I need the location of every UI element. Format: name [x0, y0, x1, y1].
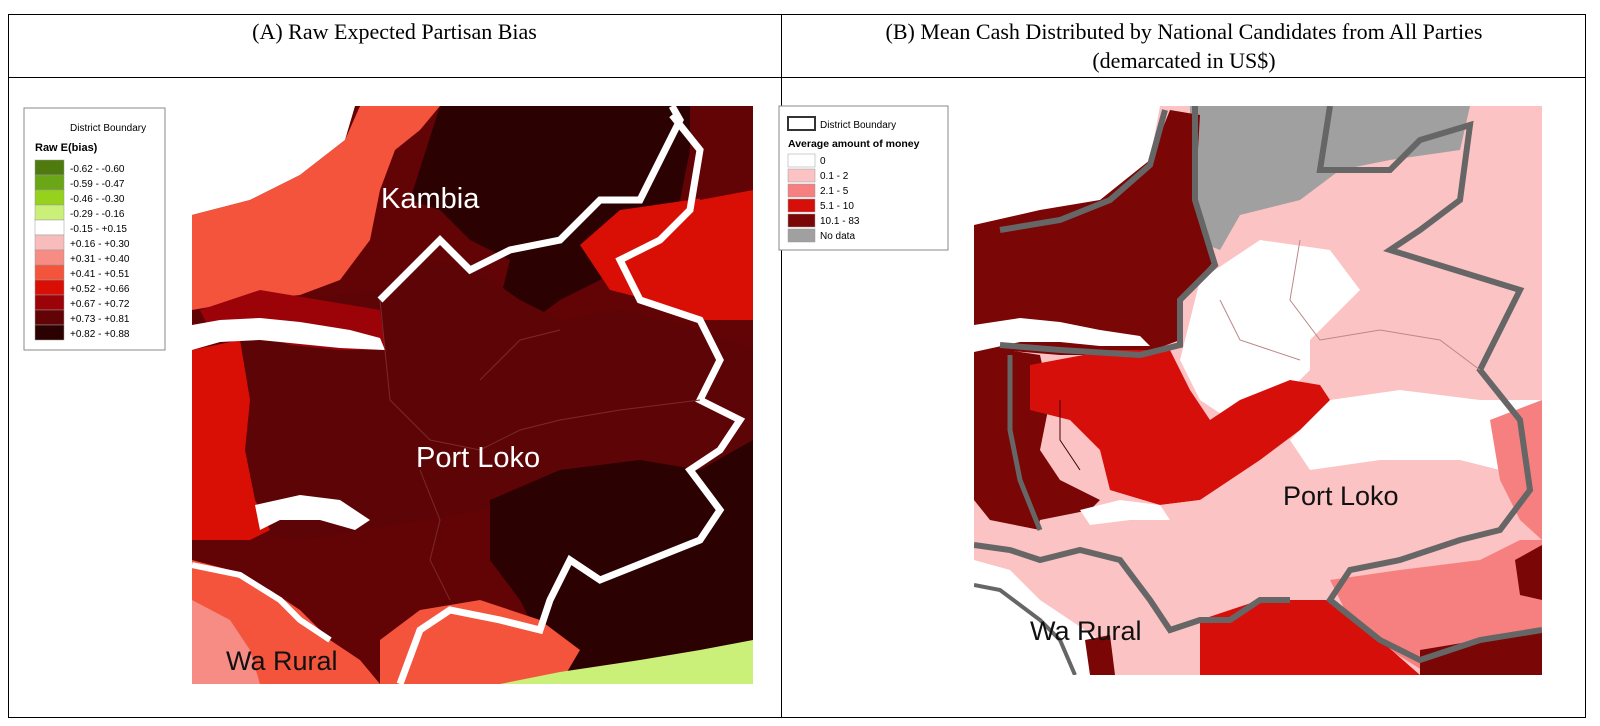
- region-b-east-salmon: [1490, 400, 1542, 540]
- internal-b-3: [1059, 400, 1081, 471]
- internal-boundary-1: [379, 299, 701, 451]
- region-b-wa-rural: [974, 560, 1110, 675]
- region-b-south-pink: [1030, 460, 1520, 630]
- region-north-darkest: [410, 106, 700, 330]
- region-b-east-dark: [1515, 545, 1542, 600]
- region-south-east: [490, 440, 753, 684]
- label-kambia: Kambia: [381, 183, 480, 215]
- district-boundary-east: [396, 112, 746, 684]
- region-b-white-east: [1290, 390, 1542, 470]
- boundary-b-south: [974, 542, 1290, 634]
- legend-a-boundary-label: District Boundary: [70, 123, 146, 134]
- internal-boundary-2: [479, 329, 561, 381]
- legend-b-boundary-label: District Boundary: [820, 120, 896, 131]
- panel-a-title: (A) Raw Expected Partisan Bias: [252, 19, 537, 44]
- legend-b-swatch-4: [787, 213, 816, 228]
- region-b-coast-dark: [974, 345, 1100, 530]
- legend-b-label-4: 10.1 - 83: [820, 216, 860, 227]
- legend-b-boundary-swatch: [787, 116, 816, 131]
- legend-b: District Boundary Average amount of mone…: [778, 105, 949, 251]
- river-estuary: [192, 318, 385, 350]
- internal-boundary-3: [419, 469, 451, 601]
- region-b-bottom-red: [1200, 600, 1420, 675]
- legend-a-label-10: +0.73 - +0.81: [70, 314, 130, 325]
- legend-a-label-5: +0.16 - +0.30: [70, 239, 130, 250]
- title-divider: [8, 77, 1586, 78]
- river-b-south: [1080, 500, 1170, 525]
- region-south-green: [500, 640, 753, 684]
- internal-b-2: [1219, 299, 1301, 361]
- label-port-loko-a: Port Loko: [416, 442, 540, 474]
- legend-a-label-1: -0.59 - -0.47: [70, 179, 125, 190]
- region-b-center-red: [1030, 350, 1330, 505]
- legend-b-label-3: 5.1 - 10: [820, 201, 854, 212]
- legend-a-label-4: -0.15 - +0.15: [70, 224, 127, 235]
- legend-b-label-1: 0.1 - 2: [820, 171, 849, 182]
- legend-a-title: Raw E(bias): [35, 142, 98, 154]
- legend-a-label-7: +0.41 - +0.51: [70, 269, 130, 280]
- boundary-b-north-coast: [999, 109, 1168, 233]
- map-b-regions: [974, 106, 1542, 675]
- river-b-estuary: [974, 318, 1150, 352]
- region-b-bottom-dark: [1420, 630, 1542, 675]
- region-b-white-north: [1180, 240, 1360, 420]
- region-kambia-west: [192, 106, 440, 310]
- legend-a-label-0: -0.62 - -0.60: [70, 164, 125, 175]
- legend-a-swatch-11: [34, 324, 65, 341]
- legend-b-swatch-2: [787, 183, 816, 198]
- region-b-west-dark: [974, 110, 1215, 355]
- legend-a-label-6: +0.31 - +0.40: [70, 254, 130, 265]
- boundary-b-wa: [974, 583, 1077, 675]
- label-wa-rural-b: Wa Rural: [1030, 616, 1142, 646]
- boundary-b-kambia: [999, 106, 1219, 359]
- district-boundary-south: [192, 562, 332, 643]
- boundary-b-east: [1316, 106, 1542, 664]
- sea-b: [974, 106, 1160, 225]
- internal-b-1: [1289, 239, 1481, 371]
- legend-a-label-8: +0.52 - +0.66: [70, 284, 130, 295]
- legend-b-label-2: 2.1 - 5: [820, 186, 849, 197]
- legend-a-label-2: -0.46 - -0.30: [70, 194, 125, 205]
- legend-b-swatch-0: [787, 153, 816, 168]
- region-east-red: [580, 190, 753, 320]
- legend-a-label-3: -0.29 - -0.16: [70, 209, 125, 220]
- legend-b-items: 0 0.1 - 2 2.1 - 5 5.1 - 10 10.1 - 83 No data: [787, 153, 860, 243]
- legend-a-label-9: +0.67 - +0.72: [70, 299, 130, 310]
- panel-b-title: (B) Mean Cash Distributed by National Ca…: [885, 19, 1483, 73]
- legend-b-label-5: No data: [820, 231, 855, 242]
- legend-b-label-0: 0: [820, 156, 826, 167]
- figure-frame: [8, 14, 1586, 718]
- region-no-data: [1190, 106, 1470, 250]
- river-south: [255, 495, 370, 530]
- boundary-b-coast: [1007, 355, 1043, 531]
- map-a-regions: [192, 106, 753, 684]
- legend-b-swatch-1: [787, 168, 816, 183]
- label-port-loko-b: Port Loko: [1283, 481, 1399, 511]
- panel-divider: [781, 14, 782, 718]
- region-south-west-pink: [192, 600, 260, 684]
- district-boundary-north: [377, 106, 684, 303]
- legend-a-label-11: +0.82 - +0.88: [70, 329, 130, 340]
- label-wa-rural-a: Wa Rural: [226, 646, 338, 676]
- legend-a-items: -0.62 - -0.60 -0.59 - -0.47 -0.46 - -0.30 -…: [34, 159, 130, 341]
- region-north-east: [690, 106, 753, 200]
- sea-area: [192, 106, 355, 215]
- legend-b-title: Average amount of money: [788, 138, 920, 150]
- region-west-coast: [192, 340, 270, 540]
- legend-b-swatch-5: [787, 228, 816, 243]
- legend-b-swatch-3: [787, 198, 816, 213]
- legend-a: District Boundary Raw E(bias) -0.62 - -0…: [23, 107, 166, 351]
- region-b-wa-dark: [1085, 635, 1115, 675]
